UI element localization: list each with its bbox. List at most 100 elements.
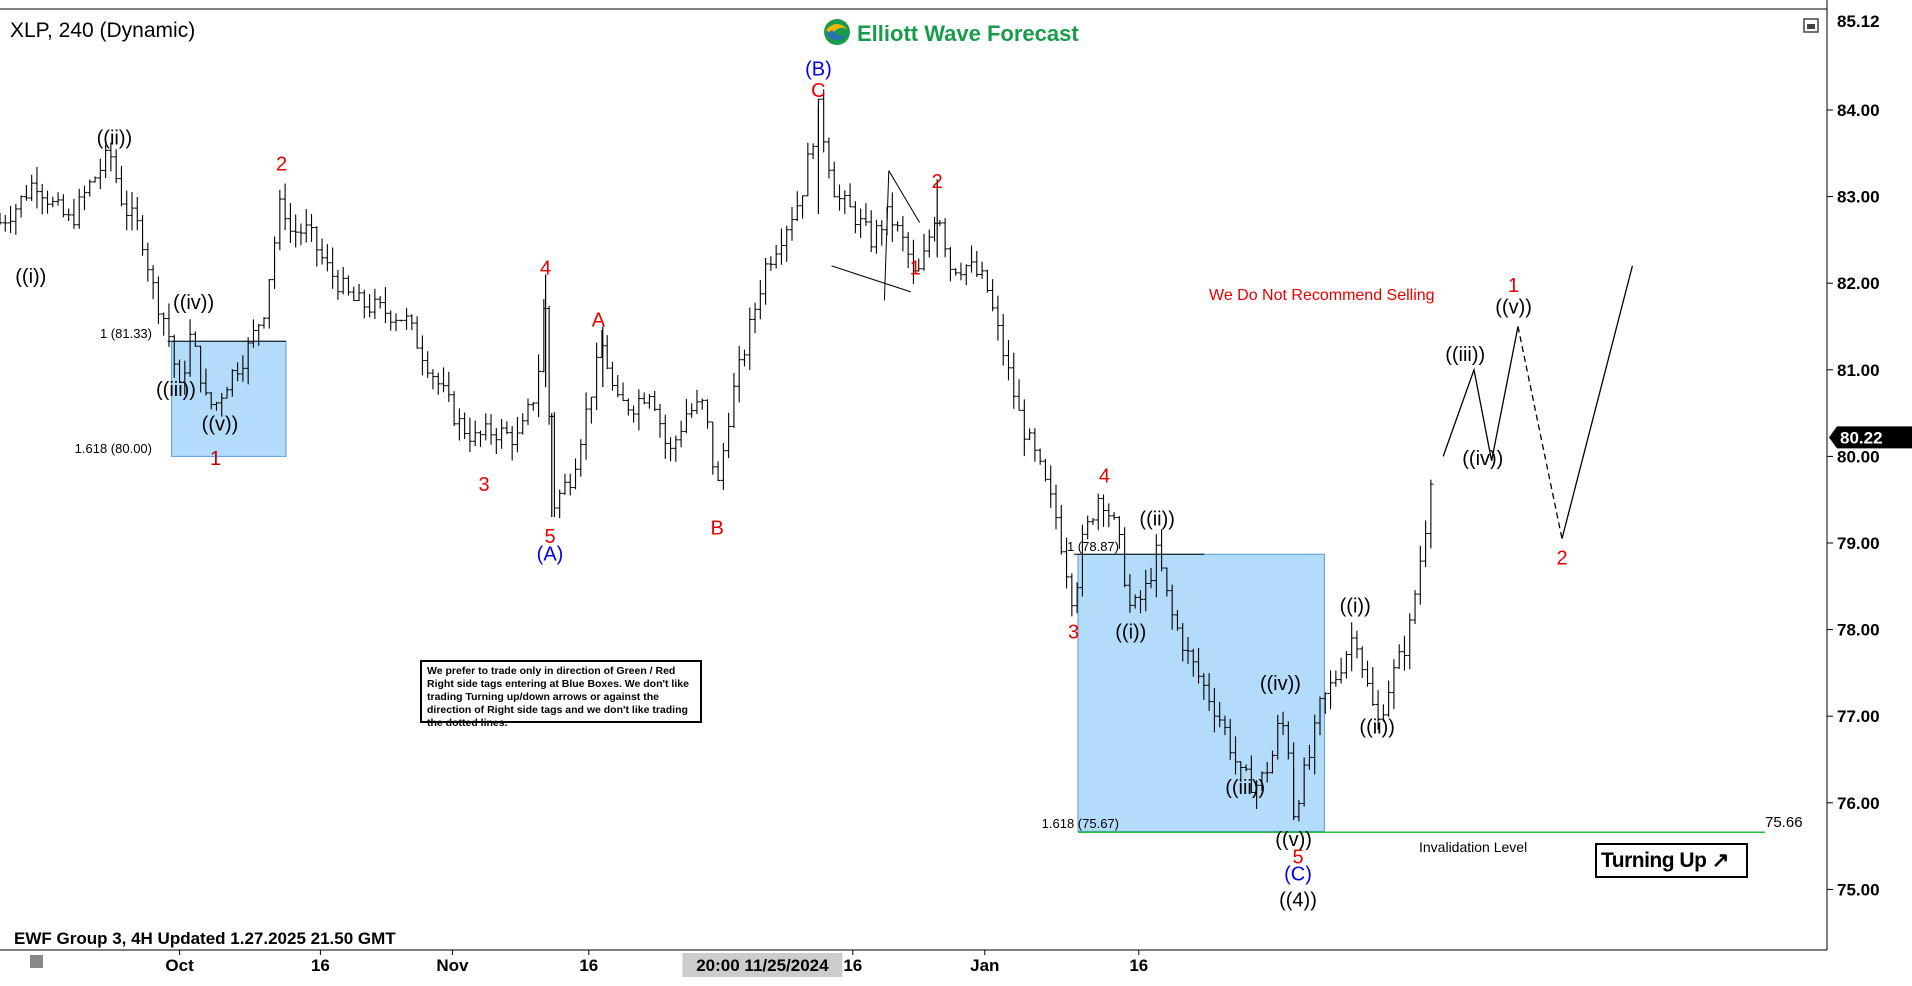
footer-corner-icon xyxy=(30,955,43,968)
price-bar xyxy=(309,214,315,242)
price-bar xyxy=(118,165,124,207)
projection-path xyxy=(1442,326,1519,461)
price-bar xyxy=(1222,715,1228,736)
current-price-tag xyxy=(1829,426,1912,449)
price-bar xyxy=(905,232,911,269)
price-bar xyxy=(942,218,948,258)
wave-label: ((iv)) xyxy=(1462,448,1503,470)
price-bar xyxy=(1079,524,1085,597)
price-bar xyxy=(1359,646,1365,678)
symbol-title: XLP, 240 (Dynamic) xyxy=(10,19,195,42)
price-bar xyxy=(625,398,631,416)
time-tick-label: 16 xyxy=(311,956,330,975)
price-bar xyxy=(879,220,885,246)
price-bar xyxy=(578,439,584,477)
price-bar xyxy=(345,275,351,296)
time-tick-label: Jan xyxy=(970,956,999,975)
price-bar xyxy=(1349,622,1355,672)
triangle-left-line xyxy=(883,170,890,301)
price-bar xyxy=(1264,761,1270,783)
price-bar xyxy=(1016,379,1022,411)
price-bar xyxy=(726,412,732,459)
wave-label: (C) xyxy=(1284,864,1312,886)
price-bar xyxy=(678,420,684,448)
price-bar xyxy=(1206,673,1212,711)
price-bar xyxy=(773,244,779,269)
price-bar xyxy=(1211,688,1217,733)
price-bar xyxy=(720,443,726,490)
price-bar xyxy=(1275,714,1281,760)
price-bar xyxy=(351,286,357,301)
price-bar xyxy=(1090,517,1096,525)
wave-label: (B) xyxy=(805,58,832,80)
price-bar xyxy=(213,401,219,411)
price-bar xyxy=(161,312,167,336)
price-bar xyxy=(1296,799,1302,822)
price-bar xyxy=(889,192,895,242)
price-bar xyxy=(826,137,832,179)
price-bar xyxy=(340,266,346,295)
price-bar xyxy=(1116,516,1122,549)
price-bar xyxy=(1048,465,1054,508)
wave-label: 3 xyxy=(478,474,489,496)
price-bar xyxy=(1365,660,1371,687)
price-bar xyxy=(1180,622,1186,662)
price-bar xyxy=(145,242,151,282)
wave-label: (A) xyxy=(537,543,564,565)
price-bar xyxy=(472,420,478,447)
price-bar xyxy=(573,458,579,490)
price-bar xyxy=(50,196,56,208)
price-bar xyxy=(557,489,563,519)
price-bar xyxy=(1069,573,1075,617)
price-tick-label: 83.00 xyxy=(1837,188,1880,207)
wave-label: 1 xyxy=(910,258,921,280)
price-bar xyxy=(1042,458,1048,482)
price-bar xyxy=(60,194,66,218)
price-bar xyxy=(926,229,932,258)
price-bar xyxy=(1322,692,1328,714)
price-bar xyxy=(705,399,711,429)
price-bar xyxy=(858,208,864,238)
price-bar xyxy=(155,276,161,325)
price-bar xyxy=(245,337,251,385)
price-bar xyxy=(741,349,747,367)
price-bar xyxy=(229,369,235,397)
wave-label: 3 xyxy=(1068,621,1079,643)
price-bar xyxy=(1058,504,1064,555)
price-bar xyxy=(525,398,531,426)
price-bar xyxy=(451,391,457,427)
price-bar xyxy=(863,203,869,226)
price-bar xyxy=(134,197,140,231)
turning-up-badge: Turning Up ↗ xyxy=(1595,843,1748,878)
price-bar xyxy=(1386,680,1392,717)
price-bar xyxy=(187,319,193,377)
price-bar xyxy=(831,161,837,198)
price-bar xyxy=(1027,428,1033,441)
price-bar xyxy=(282,183,288,231)
price-bar xyxy=(140,215,146,256)
price-tick-label: 80.00 xyxy=(1837,447,1880,466)
price-bar xyxy=(731,372,737,428)
price-bar xyxy=(462,412,468,440)
price-bar xyxy=(250,319,256,348)
price-bar xyxy=(34,166,40,209)
chart-settings-icon[interactable] xyxy=(1803,18,1819,33)
price-bar xyxy=(979,261,985,279)
price-bar xyxy=(837,184,843,211)
price-bar xyxy=(1101,494,1107,527)
price-bar xyxy=(414,316,420,349)
wave-label: 2 xyxy=(276,154,287,176)
price-bar xyxy=(752,302,758,334)
price-bar xyxy=(536,354,542,418)
price-bar xyxy=(493,428,499,455)
price-bar xyxy=(636,389,642,431)
price-bar xyxy=(456,408,462,441)
price-bar xyxy=(1169,584,1175,630)
price-bar xyxy=(1407,613,1413,670)
price-bar xyxy=(1190,648,1196,677)
price-bar xyxy=(108,142,114,172)
price-bar xyxy=(261,317,267,329)
price-tick-label: 84.00 xyxy=(1837,101,1880,120)
price-bar xyxy=(398,319,404,322)
